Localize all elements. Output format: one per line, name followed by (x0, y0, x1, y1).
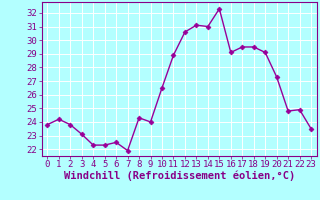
X-axis label: Windchill (Refroidissement éolien,°C): Windchill (Refroidissement éolien,°C) (64, 171, 295, 181)
